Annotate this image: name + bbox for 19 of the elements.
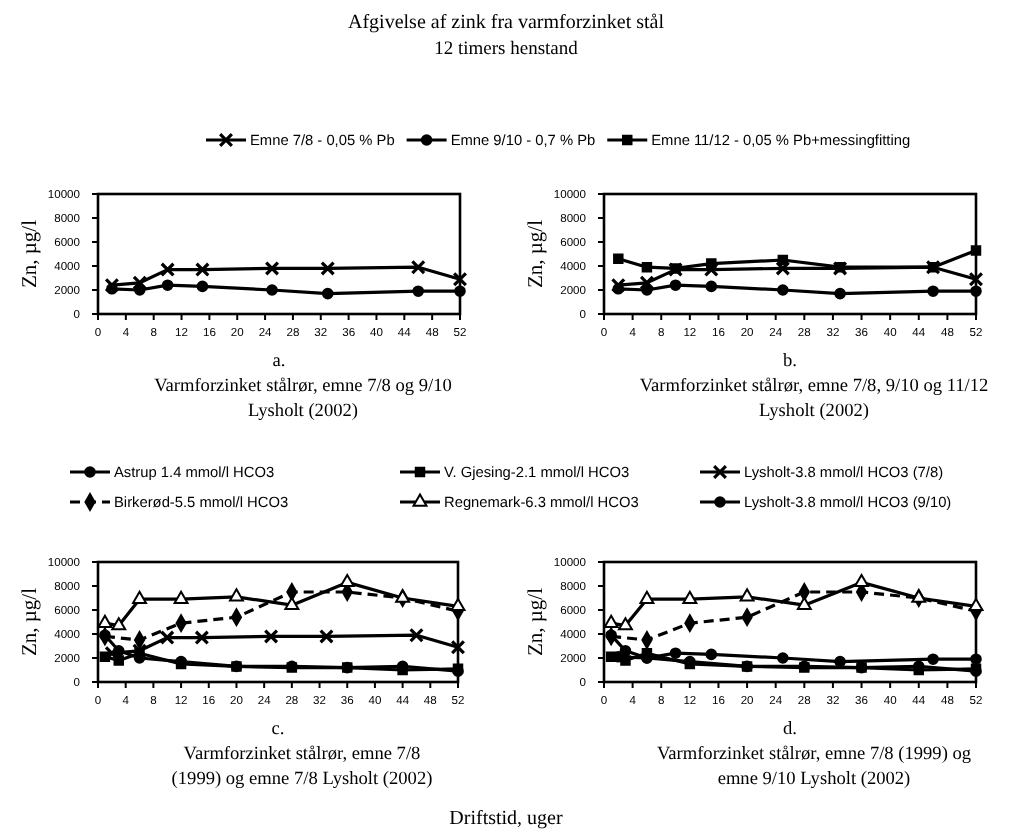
text: d. — [783, 720, 797, 740]
text: Afgivelse af zink fra varmforzinket stål — [348, 12, 665, 34]
text: 12 timers henstand — [434, 40, 579, 60]
text: Varmforzinket stålrør, emne 7/8 (1999) og — [656, 745, 972, 765]
text: Lysholt (2002) — [758, 402, 870, 422]
text: Varmforzinket stålrør, emne 7/8 og 9/10 — [154, 377, 453, 397]
y-axis-title: Zn, µg/l — [526, 219, 548, 289]
text: Varmforzinket stålrør, emne 7/8 — [183, 745, 422, 765]
text: c. — [271, 720, 285, 740]
y-axis-title: Zn, µg/l — [20, 587, 42, 657]
y-axis-title: Zn, µg/l — [20, 219, 42, 289]
text: a. — [272, 352, 286, 372]
x-axis-title: Driftstid, uger — [449, 808, 564, 830]
text: emne 9/10 Lysholt (2002) — [717, 770, 911, 790]
text: Varmforzinket stålrør, emne 7/8, 9/10 og 11/12 — [639, 377, 990, 397]
y-axis-title: Zn, µg/l — [526, 587, 548, 657]
text: b. — [783, 352, 797, 372]
text: Lysholt (2002) — [247, 402, 359, 422]
text: (1999) og emne 7/8 Lysholt (2002) — [171, 770, 433, 790]
